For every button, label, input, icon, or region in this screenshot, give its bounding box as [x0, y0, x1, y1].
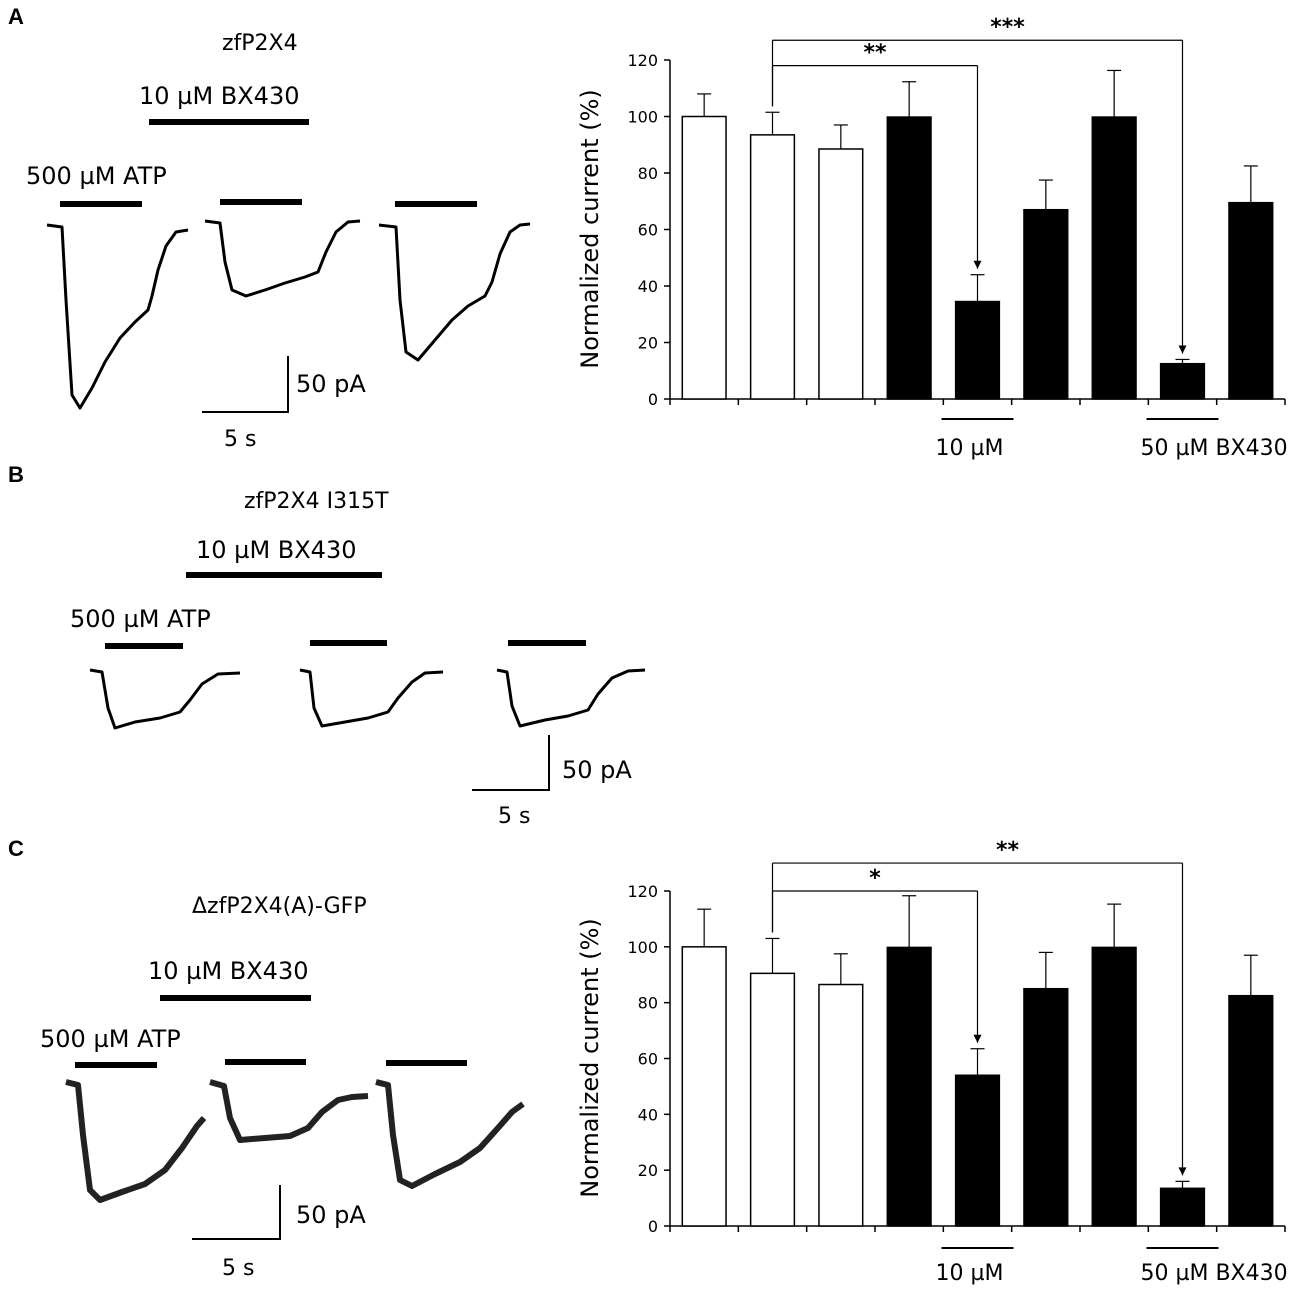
y-tick-label: 40 [638, 1105, 658, 1124]
panel-b-atp-label: 500 µM ATP [70, 605, 211, 633]
panel-c-letter: C [8, 836, 24, 861]
sig-arrow [973, 1034, 982, 1043]
bar [886, 116, 932, 400]
group-label: 50 µM BX430 [1141, 436, 1288, 461]
panel-a-title: zfP2X4 [222, 31, 298, 56]
bar [1091, 116, 1137, 400]
panel-a-trace-1 [46, 223, 189, 410]
y-tick-label: 0 [648, 390, 658, 409]
panel-c-scale-x-label: 5 s [222, 1256, 254, 1281]
panel-b-scale-y-label: 50 pA [562, 756, 632, 784]
bar [818, 983, 864, 1227]
panel-a-bx-label: 10 µM BX430 [139, 82, 300, 110]
panel-b-letter: B [8, 462, 24, 487]
group-label: 10 µM [936, 1261, 1004, 1286]
bar [1023, 987, 1069, 1227]
group-label: 10 µM [936, 436, 1004, 461]
panel-a-atp-label: 500 µM ATP [26, 162, 167, 190]
panel-b-bx-label: 10 µM BX430 [196, 536, 357, 564]
y-axis-label: Normalized current (%) [576, 89, 604, 368]
sig-label: ** [863, 41, 887, 66]
group-label: 50 µM BX430 [1141, 1261, 1288, 1286]
y-tick-label: 80 [638, 164, 658, 183]
bar [681, 115, 727, 400]
panel-b-trace-1 [89, 668, 241, 730]
y-tick-label: 60 [638, 1050, 658, 1069]
sig-label: * [869, 866, 881, 891]
panel-a-scale-y-label: 50 pA [296, 370, 366, 398]
y-tick-label: 100 [627, 108, 658, 127]
panel-b-scale-x-label: 5 s [498, 804, 530, 829]
bar [1159, 362, 1206, 400]
y-tick-label: 80 [638, 994, 658, 1013]
sig-arrow [1178, 345, 1187, 354]
sig-label: ** [996, 838, 1020, 863]
panel-b-trace-2 [299, 668, 444, 728]
bar [749, 972, 796, 1227]
y-tick-label: 20 [638, 334, 658, 353]
bar [954, 300, 1001, 400]
y-axis-label: Normalized current (%) [576, 918, 604, 1197]
panel-a-trace-2 [204, 219, 361, 298]
panel-b-title: zfP2X4 I315T [244, 489, 389, 514]
bar [954, 1074, 1001, 1227]
bar [1091, 946, 1137, 1227]
panel-b-trace-3 [496, 668, 646, 728]
y-tick-label: 120 [627, 51, 658, 70]
sig-label: *** [990, 15, 1025, 40]
bar [886, 946, 932, 1227]
panel-c-trace-2 [209, 1079, 369, 1143]
panel-c-scale-y-label: 50 pA [296, 1201, 366, 1229]
panel-a-letter: A [8, 4, 24, 29]
bar [749, 134, 796, 400]
bar [1023, 208, 1069, 400]
panel-c-bx-label: 10 µM BX430 [148, 957, 309, 985]
bar [681, 946, 727, 1227]
y-tick-label: 40 [638, 277, 658, 296]
panel-c-traces: C ΔzfP2X4(A)-GFP 10 µM BX430 500 µM ATP … [8, 836, 525, 1281]
panel-c-bar-chart: 0 20 40 60 80 100 120 Normalized current (%) 10 … [576, 838, 1288, 1286]
panel-a-scale-x-label: 5 s [224, 427, 256, 452]
panel-c-trace-1 [65, 1079, 207, 1203]
y-tick-label: 0 [648, 1217, 658, 1236]
panel-a-bar-chart: 0 20 40 60 80 100 120 Normalized current (%) 10 … [576, 15, 1288, 461]
y-tick-label: 100 [627, 938, 658, 957]
bar [1159, 1187, 1206, 1227]
y-tick-label: 60 [638, 221, 658, 240]
panel-c-atp-label: 500 µM ATP [40, 1025, 181, 1053]
y-tick-label: 120 [627, 882, 658, 901]
panel-b-traces: B zfP2X4 I315T 10 µM BX430 500 µM ATP 50… [8, 462, 646, 829]
y-tick-label: 20 [638, 1161, 658, 1180]
bar [1228, 994, 1274, 1227]
panel-c-trace-3 [375, 1079, 525, 1189]
panel-c-title: ΔzfP2X4(A)-GFP [192, 894, 367, 919]
bar [818, 148, 864, 400]
panel-a-trace-3 [378, 222, 531, 362]
bar [1228, 201, 1274, 400]
sig-arrow [1178, 1167, 1187, 1176]
sig-arrow [973, 260, 982, 269]
panel-a-traces: A zfP2X4 10 µM BX430 500 µM ATP 50 pA 5 … [8, 4, 531, 452]
